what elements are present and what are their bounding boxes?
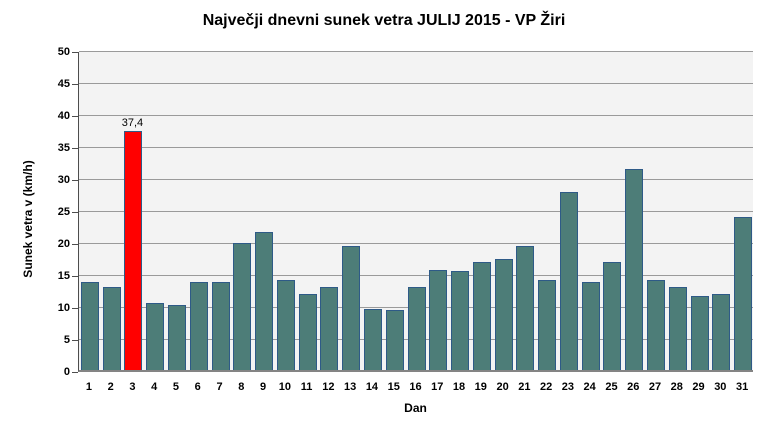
- x-tick-label-7: 7: [216, 381, 223, 393]
- gridline-25: [79, 211, 753, 212]
- y-tick-mark: [72, 116, 78, 117]
- bar-day-30: [712, 293, 731, 370]
- y-tick-label-35: 35: [57, 142, 70, 154]
- y-tick-mark: [72, 180, 78, 181]
- bar-day-24: [581, 282, 600, 370]
- x-tick-label-16: 16: [409, 381, 422, 393]
- x-tick-label-8: 8: [238, 381, 245, 393]
- bar-day-2: [102, 286, 121, 370]
- bar-day-10: [276, 279, 295, 370]
- x-tick-label-31: 31: [735, 381, 749, 393]
- x-tick-label-25: 25: [605, 381, 618, 393]
- bar-day-31: [734, 217, 753, 370]
- bar-day-12: [320, 287, 339, 370]
- x-tick-label-4: 4: [151, 381, 158, 393]
- y-tick-label-15: 15: [57, 270, 70, 282]
- bar-day-17: [429, 269, 448, 370]
- y-tick-label-50: 50: [57, 46, 70, 58]
- x-tick-label-22: 22: [540, 381, 553, 393]
- y-tick-label-5: 5: [63, 334, 70, 346]
- bar-day-16: [407, 286, 426, 370]
- bar-day-20: [494, 259, 513, 370]
- bar-day-25: [603, 261, 622, 370]
- y-tick-label-40: 40: [57, 110, 70, 122]
- bar-day-14: [363, 308, 382, 370]
- x-tick-label-5: 5: [172, 381, 180, 393]
- bar-day-26: [625, 169, 644, 370]
- x-tick-label-14: 14: [365, 381, 379, 393]
- y-tick-mark: [72, 244, 78, 245]
- y-tick-mark: [72, 340, 78, 341]
- bar-day-21: [516, 246, 535, 370]
- y-tick-mark: [72, 308, 78, 309]
- x-tick-label-23: 23: [561, 381, 575, 393]
- bar-day-27: [647, 279, 666, 370]
- x-tick-label-18: 18: [452, 381, 466, 393]
- gridline-20: [79, 243, 753, 244]
- x-tick-label-28: 28: [670, 381, 683, 393]
- bar-day-15: [385, 309, 404, 370]
- chart-title: Največji dnevni sunek vetra JULIJ 2015 -…: [202, 12, 566, 29]
- y-tick-label-45: 45: [57, 78, 70, 90]
- bar-day-7: [211, 281, 230, 370]
- x-tick-label-26: 26: [627, 381, 640, 393]
- x-tick-label-29: 29: [692, 381, 705, 393]
- bar-day-22: [538, 279, 557, 370]
- gridline-45: [79, 83, 753, 84]
- x-tick-label-30: 30: [714, 381, 727, 393]
- x-tick-label-24: 24: [583, 381, 596, 393]
- bar-day-6: [189, 281, 208, 370]
- bar-day-19: [472, 261, 491, 370]
- y-tick-mark: [72, 212, 78, 213]
- bar-highlighted-day-3: [124, 130, 143, 370]
- x-tick-label-2: 2: [107, 381, 114, 393]
- y-tick-label-10: 10: [57, 302, 70, 314]
- y-tick-mark: [72, 52, 78, 53]
- x-tick-label-20: 20: [496, 381, 509, 393]
- x-tick-label-11: 11: [300, 381, 313, 393]
- x-tick-label-13: 13: [344, 381, 357, 393]
- gridline-30: [79, 179, 753, 180]
- y-tick-mark: [72, 372, 78, 373]
- x-tick-label-3: 3: [129, 381, 136, 393]
- bar-day-8: [233, 242, 252, 370]
- gridline-15: [79, 275, 753, 276]
- y-tick-mark: [72, 84, 78, 85]
- x-tick-label-12: 12: [322, 381, 335, 393]
- gridline-35: [79, 147, 753, 148]
- x-tick-label-17: 17: [431, 381, 444, 393]
- x-tick-label-15: 15: [387, 381, 400, 393]
- y-tick-label-30: 30: [57, 174, 70, 186]
- x-tick-label-27: 27: [648, 381, 662, 393]
- gridline-50: [79, 51, 753, 52]
- x-axis-title: Dan: [404, 401, 427, 415]
- bar-day-4: [146, 302, 165, 370]
- y-tick-mark: [72, 276, 78, 277]
- bar-day-18: [451, 271, 470, 370]
- x-tick-label-19: 19: [474, 381, 487, 393]
- y-tick-label-20: 20: [57, 238, 70, 250]
- x-tick-label-21: 21: [518, 381, 531, 393]
- y-tick-mark: [72, 148, 78, 149]
- bar-day-29: [690, 296, 709, 370]
- plot-area: [78, 51, 753, 372]
- bar-day-11: [298, 293, 317, 370]
- y-tick-label-25: 25: [57, 206, 70, 218]
- x-tick-label-9: 9: [260, 381, 267, 393]
- bar-day-28: [668, 287, 687, 370]
- x-tick-label-10: 10: [278, 381, 291, 393]
- bar-day-23: [559, 192, 578, 370]
- x-tick-label-1: 1: [85, 381, 92, 393]
- gridline-40: [79, 115, 753, 116]
- y-tick-label-0: 0: [63, 366, 70, 378]
- bar-day-5: [167, 304, 186, 370]
- bar-day-1: [80, 282, 99, 370]
- bar-day-13: [342, 246, 361, 370]
- bar-day-9: [255, 232, 274, 370]
- x-tick-label-6: 6: [194, 381, 201, 393]
- data-label-max-gust: 37,4: [121, 116, 144, 129]
